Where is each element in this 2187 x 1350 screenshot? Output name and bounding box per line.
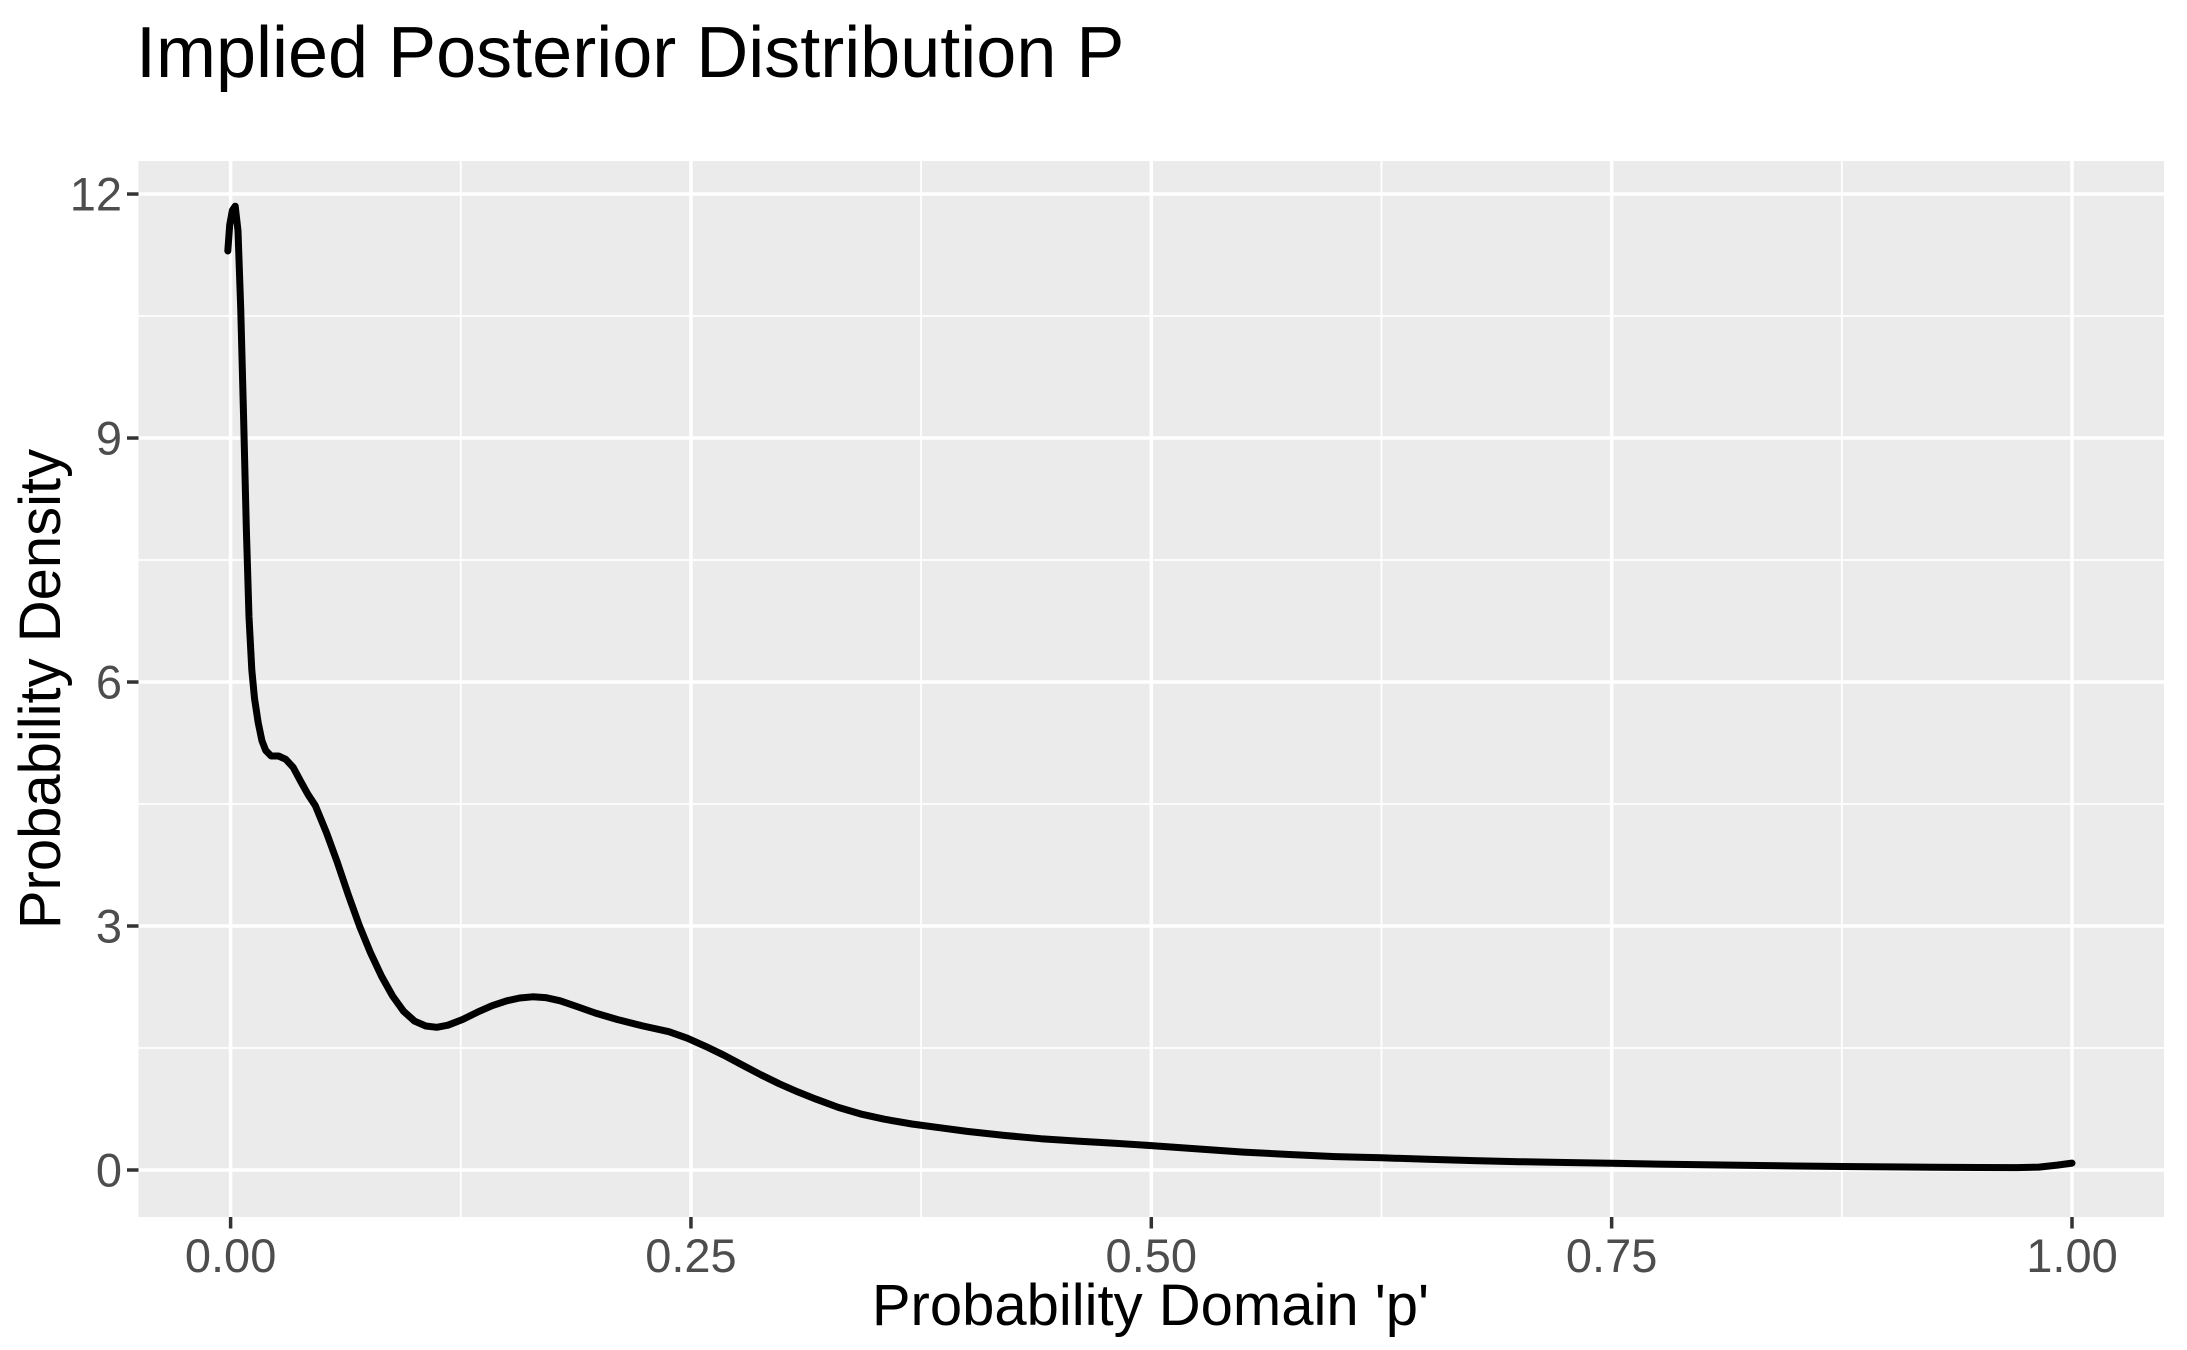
posterior-density-curve [224, 202, 2076, 1172]
x-axis-title-row: Probability Domain 'p' [0, 1274, 2187, 1338]
x-axis-title: Probability Domain 'p' [871, 1273, 1430, 1338]
x-tick-label: 0.75 [1565, 1229, 1658, 1282]
x-tick-label: 0.00 [184, 1229, 277, 1282]
x-tick-label: 1.00 [2026, 1229, 2118, 1282]
y-tick-label: 6 [95, 655, 122, 709]
y-tick-label: 12 [69, 167, 122, 221]
y-tick-label: 0 [95, 1143, 122, 1197]
x-tick-label: 0.50 [1105, 1229, 1198, 1282]
x-tick-label: 0.25 [645, 1229, 737, 1282]
y-tick-label: 3 [95, 899, 122, 953]
plot-title: Implied Posterior Distribution P [136, 13, 1125, 93]
y-tick-label: 9 [95, 411, 122, 465]
